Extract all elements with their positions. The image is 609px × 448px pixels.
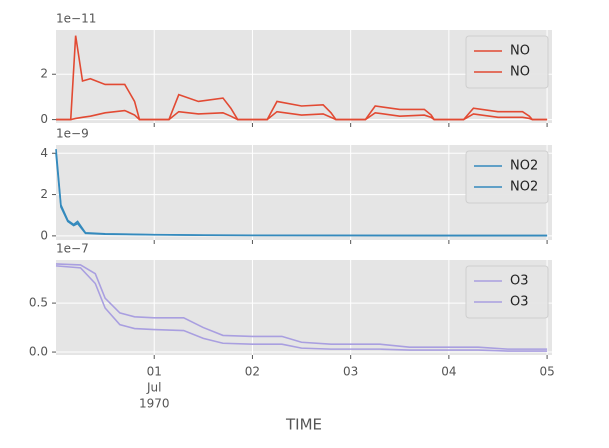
legend-label: O3 (510, 274, 529, 289)
legend-label: NO (510, 65, 530, 80)
x-tick-sublabel: Jul (146, 381, 161, 395)
legend-box (465, 265, 549, 319)
y-tick-label: 0.5 (29, 296, 48, 310)
offset-label: 1e−11 (56, 12, 96, 26)
x-tick-label: 04 (441, 365, 456, 379)
series-line (56, 109, 548, 121)
x-tick-sublabel: 1970 (139, 397, 170, 411)
y-tick-label: 2 (40, 67, 48, 81)
x-axis-label: TIME (285, 416, 322, 434)
legend-box (465, 35, 549, 89)
legend-label: NO2 (510, 159, 538, 174)
offset-label: 1e−9 (56, 127, 89, 141)
series-line (55, 153, 548, 237)
series-line (56, 35, 548, 121)
legend: NO NO (465, 35, 549, 89)
y-tick-label: 4 (40, 146, 48, 160)
x-tick-label: 01 (147, 365, 162, 379)
y-tick-label: 0 (40, 112, 48, 126)
y-tick-label: 2 (40, 187, 48, 201)
legend-label: NO2 (510, 180, 538, 195)
legend-box (465, 150, 549, 204)
series-line (55, 263, 548, 350)
legend-label: NO (510, 44, 530, 59)
x-tick-label: 02 (245, 365, 260, 379)
x-tick-label: 03 (343, 365, 358, 379)
legend-label: O3 (510, 295, 529, 310)
y-tick-label: 0 (40, 228, 48, 242)
offset-label: 1e−7 (56, 242, 89, 256)
series-line (55, 265, 548, 352)
y-tick-label: 0.0 (29, 345, 48, 359)
x-tick-label: 05 (539, 365, 554, 379)
